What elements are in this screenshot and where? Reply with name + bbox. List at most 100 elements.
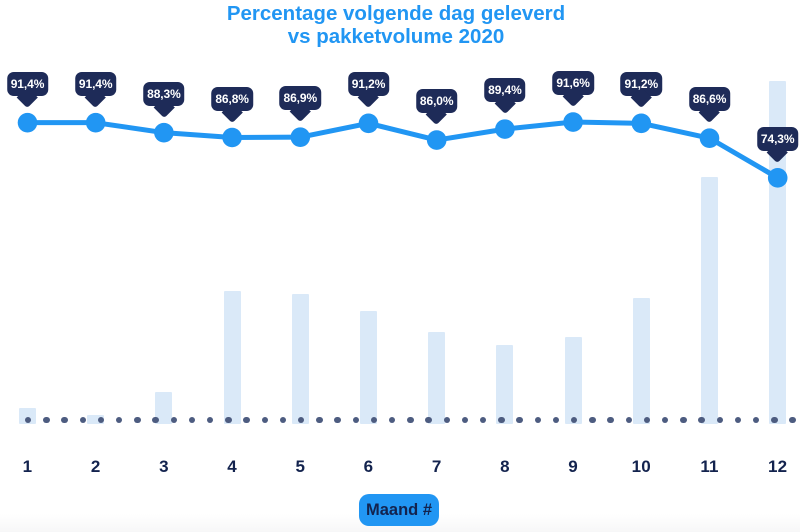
- volume-bar: [87, 415, 105, 424]
- data-label-tooltip: 86,8%: [211, 86, 253, 123]
- volume-bar: [632, 298, 650, 424]
- baseline-dot: [334, 416, 341, 423]
- baseline-dot: [789, 416, 796, 423]
- volume-bar: [223, 291, 241, 424]
- volume-bar: [428, 332, 446, 424]
- x-axis-label: 5: [295, 457, 306, 476]
- volume-bar: [769, 81, 787, 424]
- chart-title-line2: vs pakketvolume 2020: [287, 25, 505, 48]
- x-axis-label: 6: [363, 457, 374, 476]
- data-label-value: 91,2%: [624, 77, 659, 92]
- baseline-dot: [389, 416, 396, 423]
- volume-bar: [19, 408, 36, 424]
- data-label-tooltip: 91,4%: [74, 71, 117, 108]
- data-label-value: 91,4%: [78, 76, 113, 91]
- x-axis-label: 2: [90, 457, 101, 476]
- baseline-dot: [552, 416, 560, 423]
- data-label-tooltip: 86,9%: [279, 86, 322, 123]
- baseline-dot: [461, 416, 469, 423]
- data-point-marker: [154, 122, 174, 143]
- baseline-dot: [207, 416, 214, 423]
- baseline-dot: [716, 416, 723, 423]
- baseline-dot: [43, 416, 50, 423]
- data-point-marker: [290, 127, 311, 147]
- baseline-dot: [61, 416, 68, 423]
- x-axis-label: 10: [631, 457, 651, 476]
- data-label-tooltip: 89,4%: [484, 78, 526, 115]
- x-axis-label: 3: [159, 457, 169, 476]
- baseline-dot: [261, 416, 268, 423]
- baseline-dot: [188, 416, 196, 423]
- baseline-dot: [643, 416, 651, 423]
- x-axis-label: 9: [568, 457, 578, 476]
- percentage-line: [25, 119, 781, 181]
- x-axis-title-badge: Maand #: [358, 494, 440, 526]
- baseline-dot: [571, 416, 578, 423]
- data-point-marker: [631, 113, 652, 134]
- baseline-dot: [607, 416, 614, 423]
- data-label-tooltip: 86,6%: [688, 87, 731, 124]
- data-label-tooltip: 91,2%: [347, 72, 390, 109]
- baseline-dot: [698, 416, 705, 423]
- baseline-dot: [352, 416, 359, 423]
- data-point-marker: [495, 119, 515, 139]
- baseline-dot: [298, 416, 305, 423]
- data-label-value: 89,4%: [488, 83, 522, 98]
- baseline-dot: [79, 416, 86, 423]
- data-label-value: 86,6%: [692, 92, 727, 107]
- baseline-dot: [243, 416, 250, 423]
- baseline-dot: [425, 416, 432, 423]
- baseline-dot: [534, 416, 541, 423]
- x-axis-label: 1: [22, 457, 33, 476]
- baseline-dot: [25, 416, 32, 423]
- data-point-marker: [767, 168, 788, 188]
- baseline-dot: [662, 416, 669, 423]
- volume-bar: [360, 311, 377, 424]
- baseline-dot: [480, 416, 487, 423]
- baseline-dot: [516, 416, 523, 423]
- data-point-marker: [563, 112, 583, 132]
- x-axis-label: 11: [700, 457, 719, 476]
- data-label-value: 88,3%: [147, 86, 181, 101]
- data-label-value: 86,9%: [283, 91, 318, 106]
- data-label-value: 91,6%: [556, 76, 590, 91]
- baseline-dot: [170, 416, 177, 423]
- data-label-value: 91,4%: [10, 76, 45, 91]
- data-point-marker: [358, 113, 379, 134]
- volume-bar: [291, 294, 309, 424]
- baseline-dot: [753, 416, 760, 423]
- baseline-dot: [589, 416, 596, 423]
- baseline-dot: [225, 416, 232, 423]
- volume-bar: [155, 392, 173, 424]
- data-point-marker: [222, 127, 242, 148]
- x-axis-label: 12: [768, 457, 788, 476]
- baseline-dot: [407, 416, 414, 423]
- baseline-dot: [625, 416, 632, 423]
- data-point-marker: [426, 130, 447, 150]
- baseline-dot: [771, 416, 778, 423]
- baseline-dot: [680, 416, 687, 423]
- data-label-value: 86,0%: [419, 94, 454, 109]
- data-label-value: 74,3%: [760, 131, 795, 146]
- data-point-marker: [699, 128, 720, 148]
- chart-title: Percentage volgende dag geleverd vs pakk…: [0, 2, 792, 48]
- data-label-tooltip: 86,0%: [415, 89, 458, 126]
- data-label-value: 91,2%: [351, 77, 386, 92]
- data-point-marker: [85, 112, 106, 133]
- x-axis-label: 4: [227, 457, 237, 476]
- volume-bar: [564, 337, 582, 424]
- baseline-dot: [134, 416, 141, 423]
- x-axis-title: Maand #: [365, 500, 433, 519]
- baseline-dot: [498, 416, 505, 423]
- chart-title-line1: Percentage volgende dag geleverd: [226, 2, 566, 25]
- volume-bar: [496, 345, 514, 424]
- data-label-tooltip: 88,3%: [143, 81, 185, 118]
- data-label-tooltip: 91,4%: [6, 71, 49, 108]
- data-label-tooltip: 91,2%: [620, 72, 663, 109]
- data-point-marker: [17, 112, 38, 133]
- x-axis-label: 7: [431, 457, 442, 476]
- data-label-tooltip: 91,6%: [552, 71, 594, 108]
